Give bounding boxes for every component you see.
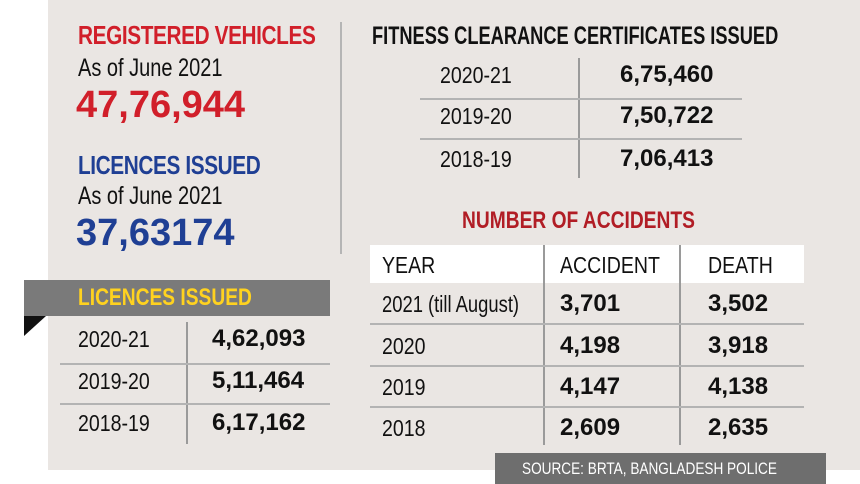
licences-row-value: 6,17,162 <box>212 409 306 436</box>
licences-row-year: 2020-21 <box>78 326 150 352</box>
accidents-row-death: 4,138 <box>708 373 769 400</box>
fitness-row-year: 2018-19 <box>440 146 512 172</box>
accidents-row-death: 2,635 <box>708 414 769 441</box>
fitness-title: FITNESS CLEARANCE CERTIFICATES ISSUED <box>372 22 779 50</box>
fitness-row-year: 2019-20 <box>440 103 512 129</box>
fitness-row-value: 6,75,460 <box>620 61 714 88</box>
licences-issued-date: As of June 2021 <box>78 182 223 210</box>
accidents-divider-2 <box>679 245 681 445</box>
fitness-row-value: 7,50,722 <box>620 102 714 129</box>
licences-issued-title: LICENCES ISSUED <box>78 150 261 180</box>
fitness-row-value: 7,06,413 <box>620 145 714 172</box>
accidents-header-death: DEATH <box>708 252 773 278</box>
accidents-row-accident: 3,701 <box>560 290 621 317</box>
licences-table-divider <box>186 322 188 444</box>
licences-row-value: 5,11,464 <box>212 367 305 394</box>
licences-row-year: 2019-20 <box>78 368 150 394</box>
accidents-header-year: YEAR <box>382 252 436 278</box>
fitness-row-separator <box>420 138 742 140</box>
accidents-divider-1 <box>543 245 545 445</box>
registered-vehicles-title: REGISTERED VEHICLES <box>78 20 316 50</box>
infographic-panel <box>48 0 860 470</box>
licences-row-separator <box>60 403 330 405</box>
fitness-table-divider <box>578 58 580 178</box>
accidents-row-separator <box>370 406 804 408</box>
licences-issued-value: 37,63174 <box>76 212 235 254</box>
banner-fold <box>24 316 46 336</box>
accidents-header-accident: ACCIDENT <box>560 252 660 278</box>
registered-vehicles-value: 47,76,944 <box>76 84 246 126</box>
source-text: SOURCE: BRTA, BANGLADESH POLICE <box>522 459 777 478</box>
accidents-row-year: 2019 <box>382 374 426 400</box>
licences-row-separator <box>60 363 330 365</box>
licences-table-banner <box>24 280 330 316</box>
registered-vehicles-date: As of June 2021 <box>78 54 223 82</box>
fitness-row-year: 2020-21 <box>440 62 512 88</box>
accidents-row-separator <box>370 365 804 367</box>
fitness-row-separator <box>420 98 742 100</box>
accidents-header-row <box>370 245 804 283</box>
accidents-row-year: 2021 (till August) <box>382 291 520 317</box>
accidents-row-death: 3,918 <box>708 332 769 359</box>
accidents-row-accident: 2,609 <box>560 414 621 441</box>
licences-row-year: 2018-19 <box>78 410 150 436</box>
accidents-row-year: 2020 <box>382 333 426 359</box>
accidents-row-accident: 4,147 <box>560 373 621 400</box>
accidents-row-separator <box>370 323 804 325</box>
accidents-row-accident: 4,198 <box>560 332 621 359</box>
accidents-title: NUMBER OF ACCIDENTS <box>462 207 695 234</box>
source-bar <box>495 453 826 484</box>
licences-row-value: 4,62,093 <box>212 325 306 352</box>
licences-table-title: LICENCES ISSUED <box>78 284 252 311</box>
column-divider <box>340 22 342 254</box>
accidents-row-year: 2018 <box>382 415 426 441</box>
accidents-row-death: 3,502 <box>708 290 769 317</box>
